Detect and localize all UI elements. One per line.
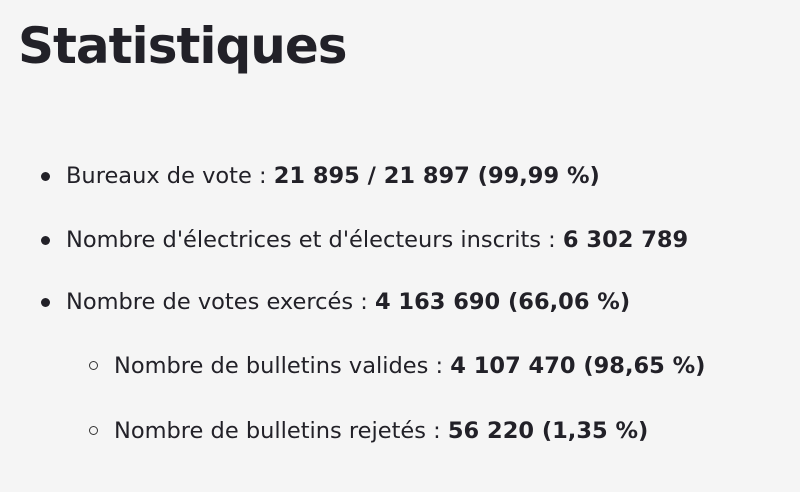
stat-item-valid-ballots: Nombre de bulletins valides : 4 107 470 … bbox=[89, 350, 706, 382]
stat-item-registered-voters: Nombre d'électrices et d'électeurs inscr… bbox=[41, 224, 689, 256]
hollow-bullet-icon bbox=[89, 361, 98, 370]
stat-value: 21 895 / 21 897 (99,99 %) bbox=[273, 163, 600, 189]
stat-label: Nombre de votes exercés : bbox=[66, 289, 375, 315]
bullet-icon bbox=[41, 236, 50, 245]
stat-label: Bureaux de vote : bbox=[66, 163, 274, 189]
stat-value: 56 220 (1,35 %) bbox=[447, 418, 649, 444]
stat-value: 4 107 470 (98,65 %) bbox=[450, 353, 706, 379]
stat-label: Nombre d'électrices et d'électeurs inscr… bbox=[66, 227, 563, 253]
stat-label: Nombre de bulletins valides : bbox=[114, 353, 451, 379]
bullet-icon bbox=[41, 298, 50, 307]
stat-item-votes-cast: Nombre de votes exercés : 4 163 690 (66,… bbox=[41, 286, 631, 318]
stat-label: Nombre de bulletins rejetés : bbox=[114, 418, 448, 444]
stat-value: 6 302 789 bbox=[562, 227, 689, 253]
stat-value: 4 163 690 (66,06 %) bbox=[374, 289, 631, 315]
bullet-icon bbox=[41, 172, 50, 181]
stat-item-polling-stations: Bureaux de vote : 21 895 / 21 897 (99,99… bbox=[41, 160, 600, 192]
stat-item-rejected-ballots: Nombre de bulletins rejetés : 56 220 (1,… bbox=[89, 415, 649, 447]
page-title: Statistiques bbox=[18, 17, 348, 75]
hollow-bullet-icon bbox=[89, 426, 98, 435]
